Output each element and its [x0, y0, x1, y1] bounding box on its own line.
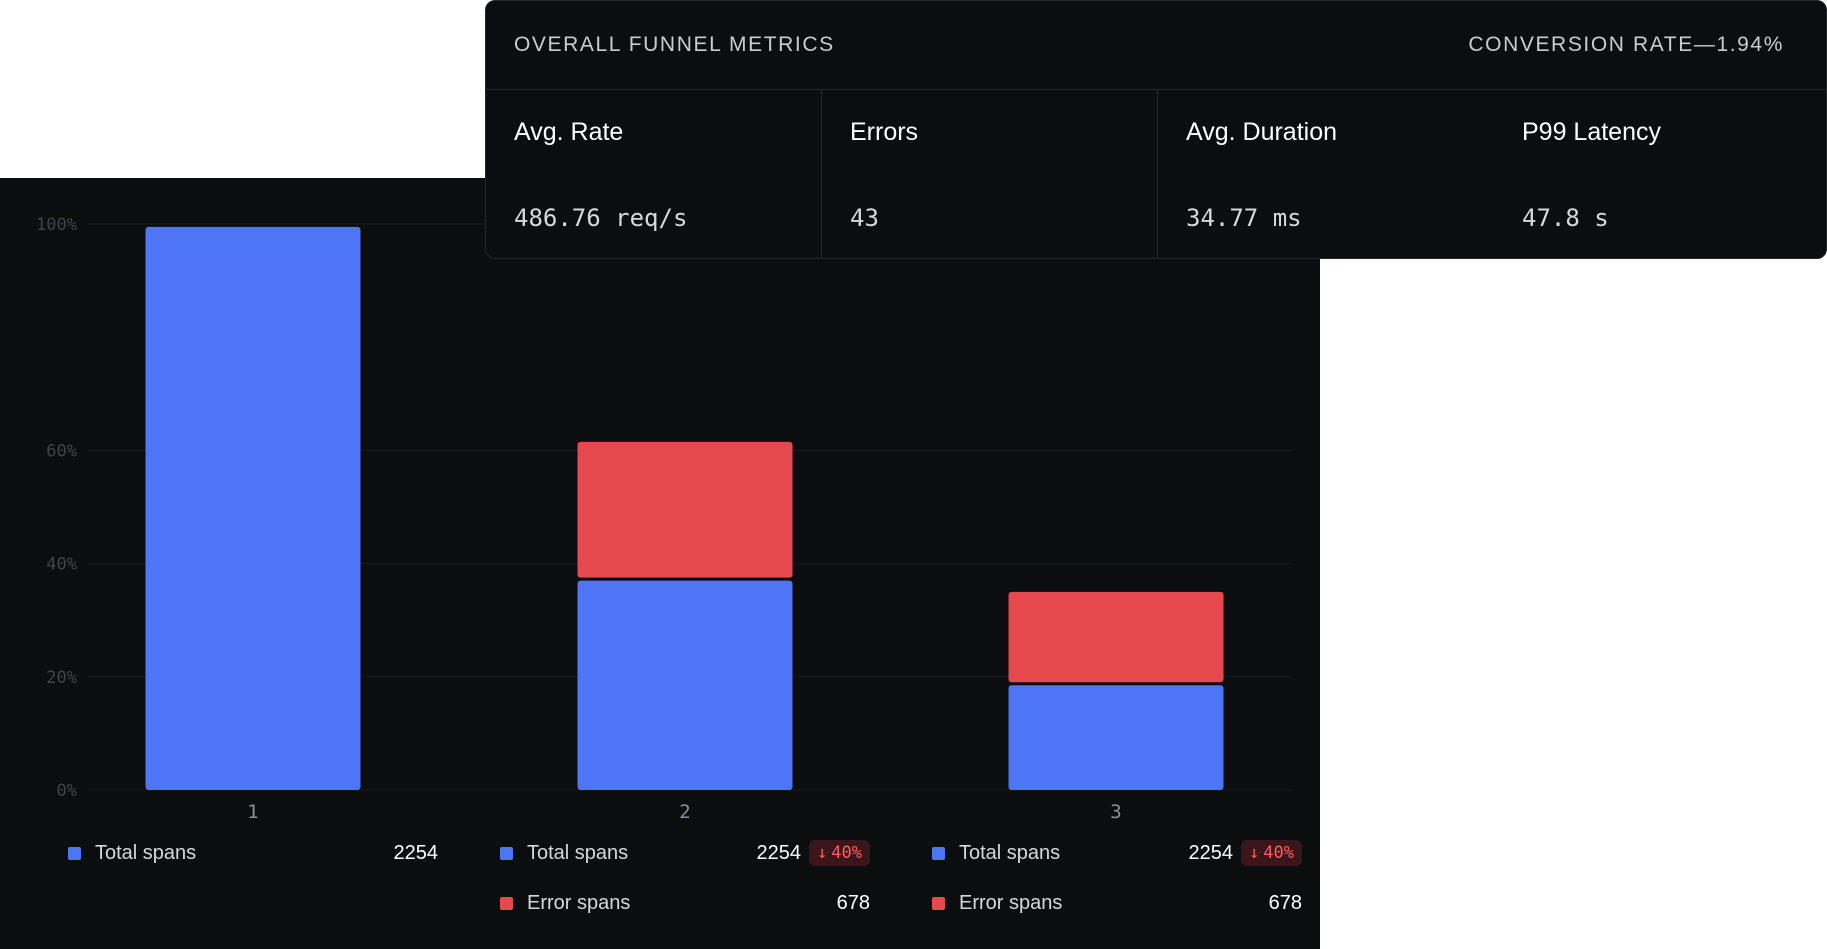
legend-right: 678 [837, 892, 870, 915]
legend-swatch [932, 846, 945, 860]
legend-right: 678 [1269, 892, 1302, 915]
legend-swatch [500, 846, 513, 860]
metric-value: 486.76 req/s [514, 204, 688, 232]
legend-value: 678 [1268, 891, 1302, 914]
metrics-header: OVERALL FUNNEL METRICS CONVERSION RATE—1… [486, 1, 1826, 90]
metric-p99-latency: P99 Latency 47.8 s [1494, 90, 1826, 258]
metric-value: 34.77 ms [1186, 204, 1302, 232]
drop-badge: ↓ 40% [1241, 840, 1302, 866]
legend-row: Error spans 678 [932, 888, 1302, 918]
funnel-metrics-card: OVERALL FUNNEL METRICS CONVERSION RATE—1… [485, 0, 1827, 259]
legend-right: 2254 ↓ 40% [1189, 840, 1302, 866]
legend-swatch [68, 846, 81, 860]
y-tick-label: 20% [46, 668, 77, 688]
metric-errors: Errors 43 [822, 90, 1158, 258]
legend-swatch [500, 896, 513, 910]
metric-label: Avg. Rate [514, 118, 624, 146]
bar-total-spans-2[interactable] [577, 580, 793, 790]
x-tick-label: 2 [679, 801, 690, 823]
legend-row: Total spans 2254 ↓ 40% [932, 838, 1302, 868]
metric-value: 47.8 s [1522, 204, 1609, 232]
funnel-chart-panel: 0% 20% 40% 60% 100% 1 2 3 Total spans 2254 Total … [0, 178, 1320, 949]
metric-avg-rate: Avg. Rate 486.76 req/s [486, 90, 822, 258]
drop-badge-text: 40% [831, 843, 862, 863]
bar-error-spans-2[interactable] [577, 441, 793, 578]
x-tick-label: 3 [1110, 801, 1121, 823]
drop-badge: ↓ 40% [809, 840, 870, 866]
y-tick-label: 100% [36, 215, 77, 235]
metrics-title: OVERALL FUNNEL METRICS [514, 33, 835, 56]
legend-right: 2254 ↓ 40% [757, 840, 870, 866]
bar-error-spans-3[interactable] [1008, 591, 1224, 683]
metric-label: Avg. Duration [1186, 118, 1338, 146]
metric-label: Errors [850, 118, 919, 146]
metric-avg-duration: Avg. Duration 34.77 ms [1158, 90, 1494, 258]
arrow-down-icon: ↓ [817, 843, 828, 863]
metric-label: P99 Latency [1522, 118, 1661, 146]
bar-total-spans-3[interactable] [1008, 685, 1224, 790]
legend-label: Error spans [959, 891, 1063, 914]
legend-value: 678 [836, 891, 870, 914]
legend-right: 2254 [394, 842, 439, 865]
x-tick-label: 1 [247, 801, 258, 823]
funnel-chart: 0% 20% 40% 60% 100% 1 2 3 [36, 215, 1292, 823]
y-tick-label: 40% [46, 555, 77, 575]
conversion-rate: CONVERSION RATE—1.94% [1468, 33, 1784, 56]
legend-row: Total spans 2254 [68, 838, 438, 868]
legend-value: 2254 [1188, 841, 1234, 864]
legend-swatch [932, 896, 945, 910]
legend-label: Total spans [527, 841, 629, 864]
legend-value: 2254 [756, 841, 802, 864]
metric-value: 43 [850, 204, 879, 232]
y-tick-label: 0% [57, 781, 77, 801]
legend-row: Error spans 678 [500, 888, 870, 918]
legend-value: 2254 [393, 841, 439, 864]
drop-badge-text: 40% [1263, 843, 1294, 863]
legend-label: Total spans [95, 841, 197, 864]
legend-label: Total spans [959, 841, 1061, 864]
bar-total-spans-1[interactable] [145, 226, 361, 790]
metrics-row: Avg. Rate 486.76 req/s Errors 43 Avg. Du… [486, 90, 1826, 258]
y-tick-label: 60% [46, 441, 77, 461]
arrow-down-icon: ↓ [1249, 843, 1260, 863]
legend-row: Total spans 2254 ↓ 40% [500, 838, 870, 868]
legend-label: Error spans [527, 891, 631, 914]
